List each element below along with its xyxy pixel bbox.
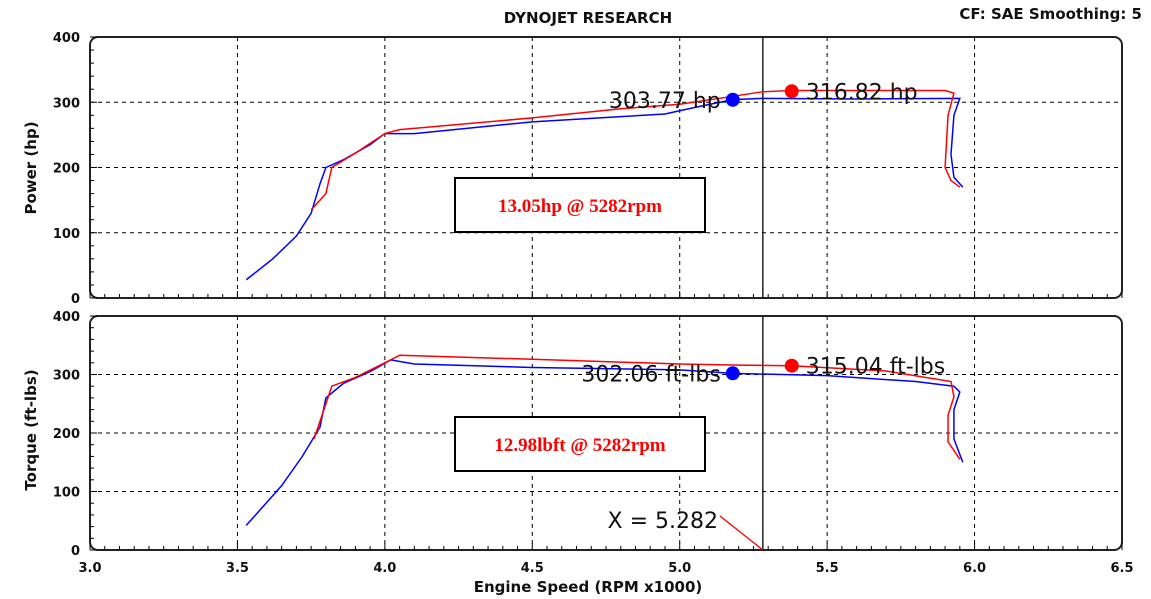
y-tick-label: 0 xyxy=(71,292,80,307)
peak-marker xyxy=(784,84,799,99)
delta-annotation-box xyxy=(454,416,706,472)
y-tick-label: 200 xyxy=(53,162,80,177)
x-tick-label: 6.5 xyxy=(1110,561,1133,576)
y-tick-label: 300 xyxy=(53,369,80,384)
y-tick-label: 100 xyxy=(53,227,80,242)
series-line-run-red xyxy=(313,354,961,460)
peak-marker xyxy=(725,366,740,381)
chart-title: DYNOJET RESEARCH xyxy=(504,9,672,27)
correction-smoothing-info: CF: SAE Smoothing: 5 xyxy=(959,5,1142,23)
cursor-leader-line xyxy=(719,515,764,551)
delta-annotation-text: 12.98lbft @ 5282rpm xyxy=(494,435,665,456)
peak-value-label: 315.04 ft-lbs xyxy=(806,355,945,380)
x-tick-label: 5.0 xyxy=(668,561,691,576)
x-tick-label: 6.0 xyxy=(963,561,986,576)
peak-value-label: 316.82 hp xyxy=(806,80,918,105)
series-line-run-blue xyxy=(245,97,964,281)
cursor-x-label: X = 5.282 xyxy=(608,509,718,534)
y-tick-label: 300 xyxy=(53,96,80,111)
y-tick-label: 200 xyxy=(53,427,80,442)
x-tick-label: 5.5 xyxy=(816,561,839,576)
x-tick-label: 3.5 xyxy=(226,561,249,576)
x-tick-label: 4.5 xyxy=(521,561,544,576)
series-line-run-red xyxy=(310,89,961,211)
peak-value-label: 303.77 hp xyxy=(609,89,721,114)
y-tick-label: 0 xyxy=(71,544,80,559)
torque-y-axis-label: Torque (ft-lbs) xyxy=(22,369,40,490)
y-tick-label: 400 xyxy=(53,310,80,325)
x-tick-label: 3.0 xyxy=(78,561,101,576)
peak-marker xyxy=(784,358,799,373)
peak-marker xyxy=(725,92,740,107)
peak-value-label: 302.06 ft-lbs xyxy=(581,362,720,387)
x-tick-label: 4.0 xyxy=(373,561,396,576)
x-axis-label: Engine Speed (RPM x1000) xyxy=(474,578,703,596)
delta-annotation-text: 13.05hp @ 5282rpm xyxy=(498,196,662,217)
power-y-axis-label: Power (hp) xyxy=(22,121,40,214)
y-tick-label: 400 xyxy=(53,31,80,46)
series-line-run-blue xyxy=(245,359,964,526)
delta-annotation-box xyxy=(454,177,706,233)
y-tick-label: 100 xyxy=(53,486,80,501)
